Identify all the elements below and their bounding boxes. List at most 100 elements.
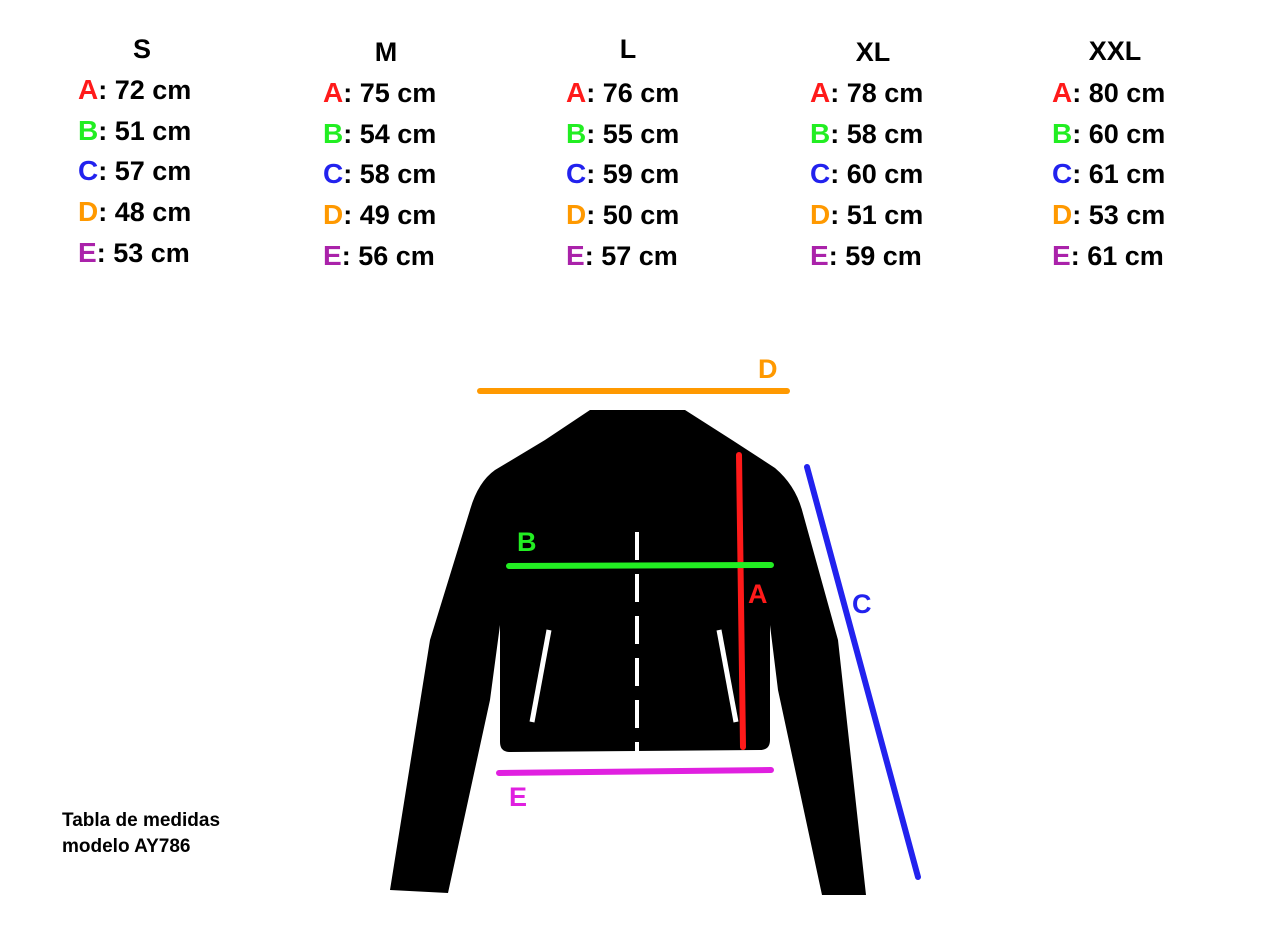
measure-value: 51 cm — [846, 200, 924, 231]
measure-row-c: C: 59 cm — [566, 158, 679, 190]
separator: : — [1072, 78, 1089, 108]
measure-value: 59 cm — [602, 159, 680, 190]
separator: : — [98, 156, 115, 187]
separator: : — [586, 159, 603, 190]
separator: : — [830, 200, 847, 231]
measure-key: A — [1052, 77, 1073, 108]
measure-value: 61 cm — [1087, 240, 1164, 271]
measure-row-b: B: 58 cm — [810, 118, 923, 150]
separator: : — [1070, 240, 1088, 271]
measure-value: 58 cm — [359, 159, 437, 190]
measure-value: 76 cm — [602, 78, 680, 108]
measure-row-b: B: 55 cm — [566, 118, 679, 150]
measure-key: B — [1052, 117, 1073, 149]
separator: : — [343, 78, 360, 108]
size-header-s: S — [132, 34, 151, 64]
measure-key: D — [810, 199, 831, 231]
size-header-m: M — [374, 37, 398, 67]
separator: : — [586, 78, 603, 108]
measure-key: A — [810, 77, 831, 108]
measure-value: 48 cm — [114, 197, 192, 228]
measure-row-d: D: 50 cm — [566, 199, 679, 231]
measure-row-c: C: 61 cm — [1052, 158, 1165, 190]
measure-row-c: C: 60 cm — [810, 158, 923, 190]
measure-row-a: A: 76 cm — [566, 77, 679, 109]
separator: : — [828, 240, 846, 271]
measure-value: 54 cm — [359, 118, 437, 149]
caption-line-1: Tabla de medidas — [62, 810, 221, 831]
jacket-silhouette — [390, 410, 866, 895]
measure-key: D — [323, 199, 344, 231]
measure-key: E — [1052, 239, 1071, 271]
label-d: D — [758, 354, 778, 384]
measure-key: C — [78, 155, 99, 187]
measure-value: 60 cm — [846, 159, 924, 190]
separator: : — [1072, 159, 1089, 190]
measure-value: 72 cm — [114, 75, 192, 105]
measure-key: B — [810, 117, 831, 149]
measure-value: 56 cm — [358, 240, 435, 271]
measure-line-a — [736, 452, 746, 750]
separator: : — [1072, 200, 1089, 231]
measure-row-b: B: 51 cm — [78, 115, 191, 147]
measure-value: 51 cm — [114, 115, 192, 146]
measure-row-d: D: 48 cm — [78, 196, 191, 228]
measure-key: E — [810, 239, 829, 271]
measure-key: E — [78, 236, 97, 268]
measure-row-e: E: 53 cm — [78, 237, 190, 269]
measure-key: D — [566, 199, 587, 231]
caption-line-2: modelo AY786 — [62, 836, 191, 857]
label-a: A — [748, 579, 768, 609]
measure-value: 53 cm — [113, 237, 190, 268]
separator: : — [584, 240, 602, 271]
measure-value: 58 cm — [846, 118, 924, 149]
separator: : — [830, 78, 847, 108]
measure-value: 55 cm — [602, 118, 680, 149]
label-b: B — [517, 527, 537, 557]
measure-value: 50 cm — [602, 200, 680, 231]
measure-row-a: A: 72 cm — [78, 74, 191, 106]
measure-row-b: B: 54 cm — [323, 118, 436, 150]
label-c: C — [852, 589, 872, 619]
measure-row-e: E: 59 cm — [810, 240, 922, 272]
size-header-l: L — [619, 34, 637, 64]
measure-value: 75 cm — [359, 78, 437, 108]
separator: : — [586, 118, 603, 149]
separator: : — [586, 200, 603, 231]
measure-row-d: D: 53 cm — [1052, 199, 1165, 231]
measure-value: 49 cm — [359, 200, 437, 231]
separator: : — [830, 159, 847, 190]
right-pocket — [716, 629, 739, 723]
measure-value: 78 cm — [846, 78, 924, 108]
measure-key: B — [78, 114, 99, 146]
measure-row-e: E: 61 cm — [1052, 240, 1164, 272]
measure-value: 59 cm — [845, 240, 922, 271]
measure-row-b: B: 60 cm — [1052, 118, 1165, 150]
measure-value: 61 cm — [1088, 159, 1166, 190]
separator: : — [98, 197, 115, 228]
measure-row-c: C: 58 cm — [323, 158, 436, 190]
measure-key: C — [1052, 158, 1073, 190]
measure-value: 57 cm — [114, 156, 192, 187]
measure-row-a: A: 78 cm — [810, 77, 923, 109]
separator: : — [98, 75, 115, 105]
measure-row-a: A: 75 cm — [323, 77, 436, 109]
measure-key: B — [323, 117, 344, 149]
separator: : — [343, 159, 360, 190]
separator: : — [343, 200, 360, 231]
measure-row-d: D: 51 cm — [810, 199, 923, 231]
measure-key: A — [323, 77, 344, 108]
measure-line-b — [506, 562, 774, 569]
separator: : — [341, 240, 359, 271]
separator: : — [343, 118, 360, 149]
measure-value: 53 cm — [1088, 200, 1166, 231]
measure-value: 80 cm — [1088, 78, 1166, 108]
measure-key: E — [566, 239, 585, 271]
separator: : — [1072, 118, 1089, 149]
separator: : — [96, 237, 114, 268]
measure-row-e: E: 56 cm — [323, 240, 435, 272]
measure-key: B — [566, 117, 587, 149]
left-pocket — [529, 629, 552, 723]
